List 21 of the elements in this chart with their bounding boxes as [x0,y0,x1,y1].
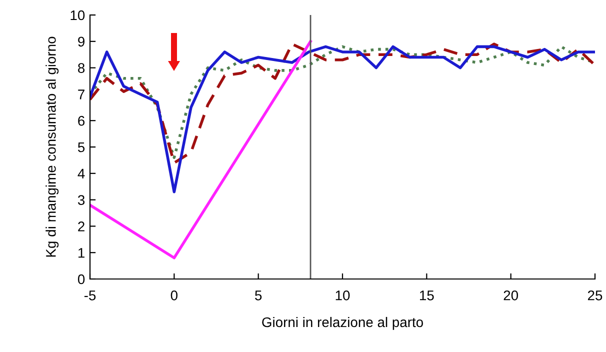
x-axis-title: Giorni in relazione al parto [262,316,423,330]
y-tick-label: 8 [78,63,85,73]
y-tick-label: 2 [78,222,84,232]
y-tick-label: 6 [78,116,85,126]
y-tick-label: 1 [78,248,84,258]
line-series [90,45,595,194]
x-tick-label: 10 [336,290,350,300]
x-tick-label: 20 [504,290,518,300]
y-tick-label: 0 [78,274,85,284]
x-tick-label: 15 [420,290,434,300]
y-axis-title: Kg di mangime consumato al giorno [46,36,59,257]
x-tick-label: 25 [588,290,602,300]
y-tick-label: 4 [78,168,85,178]
y-tick-label: 9 [78,36,84,47]
y-tick-label: 10 [70,10,85,20]
y-tick-label: 3 [78,195,85,205]
y-tick-label: 7 [78,90,84,100]
y-tick-label: 5 [78,142,85,152]
x-tick-label: 5 [255,290,262,300]
x-tick-label: 0 [170,290,178,300]
x-tick-label: -5 [84,290,96,300]
